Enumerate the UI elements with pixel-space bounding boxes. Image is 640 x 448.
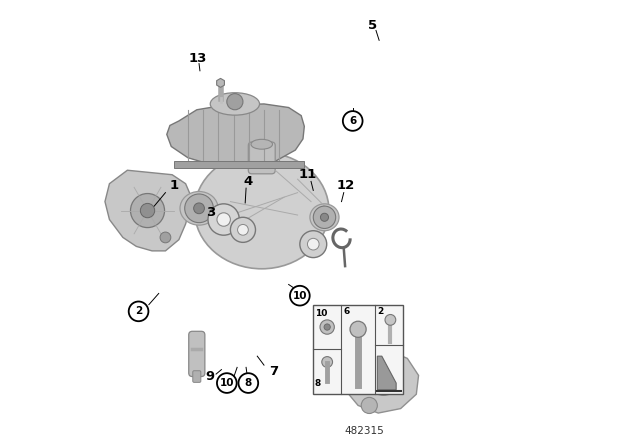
Circle shape	[140, 203, 155, 218]
Circle shape	[230, 217, 255, 242]
Text: 9: 9	[205, 370, 215, 383]
Text: 8: 8	[244, 378, 252, 388]
Text: 3: 3	[205, 206, 215, 220]
Circle shape	[185, 194, 213, 223]
Circle shape	[131, 194, 164, 228]
Circle shape	[324, 324, 330, 330]
Text: 2: 2	[377, 307, 383, 316]
Circle shape	[160, 232, 171, 243]
Text: 4: 4	[244, 175, 253, 188]
Circle shape	[314, 206, 336, 228]
Text: 6: 6	[343, 307, 349, 316]
Text: 1: 1	[170, 179, 179, 193]
Circle shape	[239, 373, 258, 393]
Circle shape	[321, 213, 328, 221]
Circle shape	[227, 94, 243, 110]
FancyBboxPatch shape	[193, 371, 201, 383]
Circle shape	[365, 359, 401, 395]
Polygon shape	[167, 104, 305, 168]
Circle shape	[208, 204, 239, 235]
Circle shape	[300, 231, 327, 258]
Polygon shape	[217, 78, 225, 87]
Circle shape	[307, 238, 319, 250]
FancyBboxPatch shape	[248, 142, 275, 174]
Circle shape	[350, 321, 366, 337]
Text: 2: 2	[135, 306, 142, 316]
Circle shape	[320, 320, 334, 334]
Bar	[314, 305, 403, 394]
Polygon shape	[344, 352, 419, 413]
Text: 5: 5	[368, 19, 378, 33]
Text: 10: 10	[316, 309, 328, 318]
Circle shape	[217, 213, 230, 226]
FancyBboxPatch shape	[189, 332, 205, 376]
Text: 7: 7	[269, 365, 278, 379]
Text: 13: 13	[189, 52, 207, 65]
Polygon shape	[105, 170, 192, 251]
Ellipse shape	[210, 93, 260, 115]
Text: 10: 10	[292, 291, 307, 301]
Circle shape	[385, 314, 396, 325]
Circle shape	[378, 372, 389, 383]
Ellipse shape	[180, 192, 218, 225]
Circle shape	[217, 373, 237, 393]
Polygon shape	[349, 337, 365, 347]
Circle shape	[343, 111, 362, 131]
Text: 6: 6	[349, 116, 356, 126]
Ellipse shape	[251, 139, 273, 149]
Ellipse shape	[310, 204, 339, 231]
Text: 11: 11	[298, 168, 317, 181]
Circle shape	[290, 286, 310, 306]
Circle shape	[322, 357, 333, 367]
Circle shape	[237, 224, 248, 235]
Ellipse shape	[195, 152, 329, 269]
Circle shape	[374, 367, 394, 387]
Circle shape	[194, 203, 204, 214]
Circle shape	[129, 302, 148, 321]
Text: 482315: 482315	[345, 426, 385, 436]
Circle shape	[361, 397, 378, 414]
Text: 10: 10	[220, 378, 234, 388]
Polygon shape	[378, 356, 396, 390]
Text: 8: 8	[315, 379, 321, 388]
Text: 12: 12	[337, 179, 355, 193]
FancyBboxPatch shape	[174, 161, 305, 168]
